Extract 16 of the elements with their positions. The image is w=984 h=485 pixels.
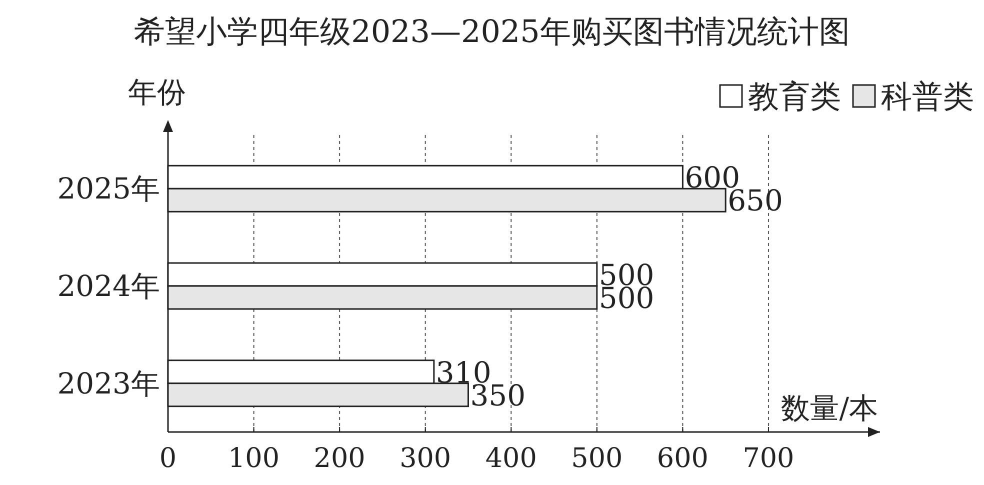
y-tick-label: 2023年 <box>57 366 160 400</box>
x-tick-label: 100 <box>228 443 280 474</box>
legend-label: 科普类 <box>881 79 974 115</box>
chart-title: 希望小学四年级2023—2025年购买图书情况统计图 <box>134 14 850 50</box>
y-axis-title: 年份 <box>128 75 186 109</box>
x-tick-label: 700 <box>742 443 794 474</box>
x-tick-label: 0 <box>159 443 177 474</box>
x-tick-label: 300 <box>400 443 452 474</box>
legend-label: 教育类 <box>748 79 841 115</box>
x-tick-label: 600 <box>656 443 708 474</box>
y-tick-label: 2025年 <box>57 172 160 206</box>
x-tick-label: 200 <box>314 443 366 474</box>
y-tick-label: 2024年 <box>57 269 160 303</box>
x-axis-title: 数量/本 <box>781 391 878 425</box>
x-tick-label: 400 <box>485 443 537 474</box>
x-tick-label: 500 <box>571 443 623 474</box>
